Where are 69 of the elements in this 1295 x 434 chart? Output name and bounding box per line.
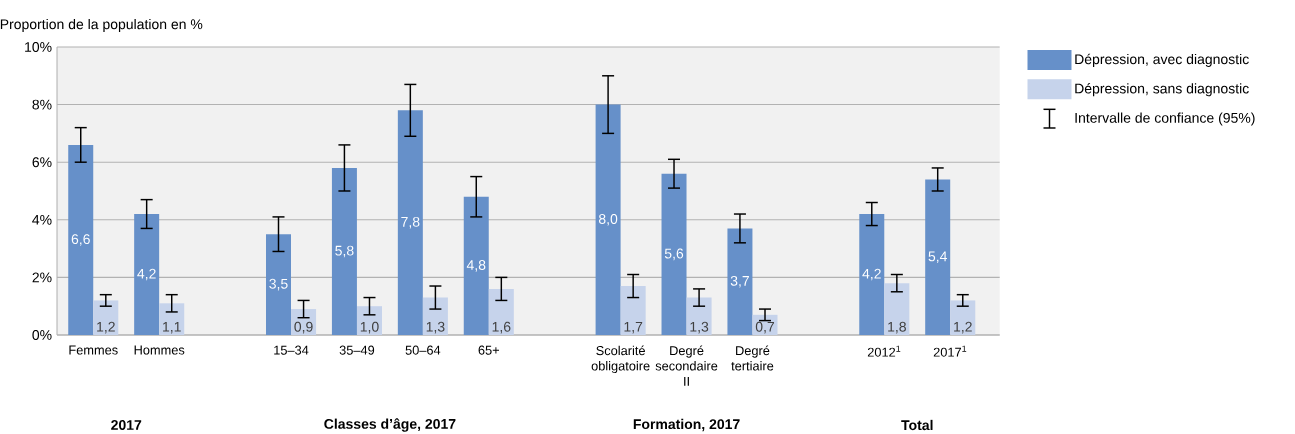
- data-label: 4,8: [466, 260, 486, 272]
- data-label: 3,5: [269, 278, 288, 291]
- x-tick-label: 50–64: [405, 345, 441, 355]
- text: Total: [901, 419, 933, 431]
- data-label: 5,6: [664, 248, 684, 261]
- text: Formation, 2017: [633, 418, 740, 432]
- data-label: 4,2: [137, 268, 156, 281]
- data-label: 1,3: [690, 321, 709, 334]
- bar: [859, 214, 885, 335]
- bar: [620, 286, 646, 335]
- data-label: 1,6: [492, 321, 511, 334]
- y-tick-label: 0%: [32, 330, 52, 340]
- bar: [595, 104, 621, 335]
- bar: [884, 283, 910, 335]
- bar: [661, 173, 687, 335]
- y-tick-label: 6%: [32, 157, 52, 168]
- x-tick-label: Femmes: [69, 345, 118, 355]
- x-tick-label: Hommes: [134, 345, 185, 355]
- data-label: 1,7: [624, 321, 643, 334]
- data-label: 5,4: [928, 251, 947, 263]
- data-label: 5,8: [335, 245, 354, 258]
- bar: [331, 167, 357, 335]
- text: Intervalle de confiance (95%): [1075, 112, 1255, 126]
- data-label: 3,7: [730, 275, 749, 288]
- data-label: 0,7: [755, 321, 775, 334]
- bar: [266, 234, 291, 335]
- data-label: 8,0: [598, 214, 618, 226]
- y-tick-label: 2%: [32, 272, 52, 283]
- bar: [686, 297, 712, 335]
- data-label: 4,2: [862, 268, 881, 281]
- text: Classes d’âge, 2017: [324, 418, 456, 432]
- bar: [925, 179, 951, 335]
- legend-label: Dépression, sans diagnostic: [1075, 83, 1249, 97]
- x-tick-label: 15–34: [274, 345, 309, 355]
- x-tick-label: 65+: [478, 345, 500, 355]
- data-label: 6,6: [71, 234, 90, 246]
- bar: [356, 306, 382, 335]
- x-tick-label: Degré tertiaire: [731, 345, 774, 371]
- data-label: 1,0: [360, 321, 379, 334]
- bar: [422, 297, 448, 335]
- bar: [727, 228, 753, 335]
- y-tick-label: 8%: [32, 99, 52, 110]
- x-tick-label: Scolarité obligatoire: [591, 345, 650, 374]
- x-tick-label: 2017$^{1}$: [933, 345, 967, 357]
- data-label: 7,8: [401, 216, 420, 229]
- data-label: 1,2: [97, 321, 115, 334]
- data-label: 1,1: [163, 321, 181, 334]
- data-label: 1,3: [426, 321, 445, 334]
- bar: [950, 300, 976, 335]
- legend-label: Dépression, avec diagnostic: [1075, 53, 1249, 67]
- y-tick-label: 10%: [25, 42, 52, 52]
- bar: [488, 288, 514, 335]
- bar: [159, 303, 185, 335]
- bar: [93, 300, 119, 335]
- data-label: 1,8: [888, 321, 906, 334]
- bar: [291, 309, 317, 335]
- y-tick-label: 4%: [32, 214, 52, 225]
- bar: [134, 214, 160, 335]
- x-tick-label: 2012$^{1}$: [867, 345, 901, 357]
- data-label: 0,9: [294, 321, 313, 334]
- text: 2017: [111, 420, 142, 430]
- bar: [397, 110, 423, 335]
- bar: [68, 144, 94, 335]
- x-tick-label: Degré secondaire II: [655, 345, 718, 386]
- x-tick-label: 35–49: [339, 345, 375, 355]
- bar: [752, 314, 778, 335]
- bar: [463, 196, 489, 335]
- y-axis-title: Proportion de la population en %: [0, 18, 203, 32]
- data-label: 1,2: [954, 321, 972, 334]
